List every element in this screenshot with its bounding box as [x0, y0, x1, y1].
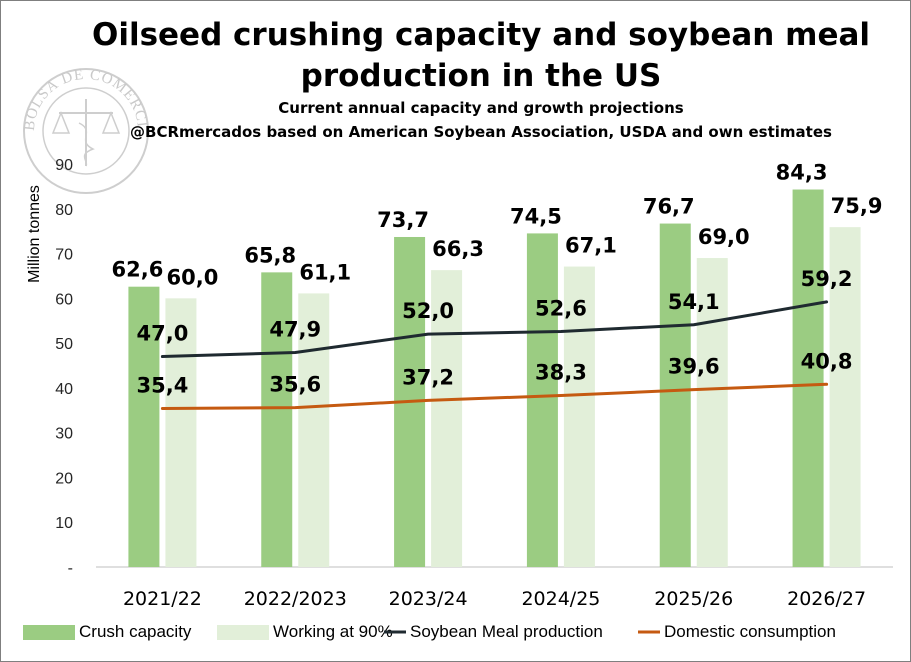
- data-label: 65,8: [244, 243, 296, 267]
- data-label: 75,9: [831, 194, 883, 218]
- bars: [128, 189, 861, 568]
- data-label: 74,5: [510, 204, 562, 228]
- data-label: 35,6: [269, 373, 321, 397]
- data-label: 76,7: [643, 195, 695, 219]
- y-tick-label: 10: [55, 515, 73, 532]
- legend-swatch: [217, 625, 269, 640]
- x-category-label: 2023/24: [389, 588, 468, 610]
- data-label: 52,0: [402, 299, 454, 323]
- data-label: 67,1: [565, 234, 617, 258]
- data-label: 61,1: [299, 260, 351, 284]
- chart-source: @BCRmercados based on American Soybean A…: [130, 123, 832, 141]
- data-label: 35,4: [137, 373, 189, 397]
- legend-label: Domestic consumption: [664, 622, 836, 641]
- y-tick-label: 70: [55, 247, 73, 264]
- bar-crush-capacity: [792, 189, 824, 568]
- data-label: 47,0: [137, 322, 189, 346]
- series-lines: [160, 300, 829, 410]
- chart-subtitle: Current annual capacity and growth proje…: [278, 99, 684, 117]
- data-label: 66,3: [432, 237, 484, 261]
- x-category-label: 2022/2023: [244, 588, 347, 610]
- bar-crush-capacity: [526, 233, 558, 567]
- data-label: 54,1: [668, 290, 720, 314]
- x-category-label: 2021/22: [123, 588, 202, 610]
- data-label: 62,6: [112, 258, 164, 282]
- y-tick-label: 30: [55, 426, 73, 443]
- bar-working-at-90: [431, 270, 463, 567]
- y-tick-label: 60: [55, 291, 73, 308]
- data-label: 52,6: [535, 296, 587, 320]
- y-tick-label: 90: [55, 157, 73, 174]
- bar-crush-capacity: [659, 223, 691, 567]
- x-category-label: 2024/25: [521, 588, 600, 610]
- data-label: 59,2: [801, 267, 853, 291]
- bar-crush-capacity: [261, 272, 293, 567]
- data-label: 38,3: [535, 361, 587, 385]
- data-label: 69,0: [698, 225, 750, 249]
- y-axis-ticks: - 10 20 30 40 50 60 70 80 90: [55, 157, 73, 577]
- data-label: 39,6: [668, 355, 720, 379]
- bar-working-at-90: [563, 266, 595, 567]
- chart-title-line-1: Oilseed crushing capacity and soybean me…: [92, 17, 870, 53]
- soybean-meal-line: [160, 300, 829, 359]
- data-label: 73,7: [377, 208, 429, 232]
- legend-label: Soybean Meal production: [410, 622, 603, 641]
- y-tick-label: -: [68, 560, 73, 577]
- legend-label: Working at 90%: [273, 622, 393, 641]
- y-tick-label: 50: [55, 336, 73, 353]
- x-category-label: 2026/27: [787, 588, 866, 610]
- bar-working-at-90: [829, 227, 861, 568]
- data-label: 60,0: [167, 265, 219, 289]
- bar-crush-capacity: [128, 286, 160, 567]
- y-tick-label: 80: [55, 202, 73, 219]
- legend: Crush capacity Working at 90% Soybean Meal…: [23, 622, 836, 641]
- data-label: 40,8: [801, 349, 853, 373]
- domestic-consumption-line: [160, 382, 829, 410]
- chart-title-line-2: production in the US: [301, 58, 662, 94]
- y-axis-label: Million tonnes: [26, 185, 43, 283]
- data-label: 37,2: [402, 365, 454, 389]
- y-tick-label: 20: [55, 470, 73, 487]
- x-axis-categories: 2021/22 2022/2023 2023/24 2024/25 2025/26 202…: [123, 588, 866, 610]
- data-labels: 62,6 65,8 73,7 74,5 76,7 84,3 60,0 61,1 66,3 67,1…: [112, 161, 883, 398]
- legend-label: Crush capacity: [79, 622, 192, 641]
- x-category-label: 2025/26: [654, 588, 733, 610]
- bar-working-at-90: [696, 258, 728, 567]
- data-label: 84,3: [776, 161, 828, 185]
- legend-swatch: [23, 625, 75, 640]
- bar-working-at-90: [298, 293, 330, 567]
- bar-working-at-90: [165, 298, 197, 567]
- y-tick-label: 40: [55, 381, 73, 398]
- data-label: 47,9: [269, 318, 321, 342]
